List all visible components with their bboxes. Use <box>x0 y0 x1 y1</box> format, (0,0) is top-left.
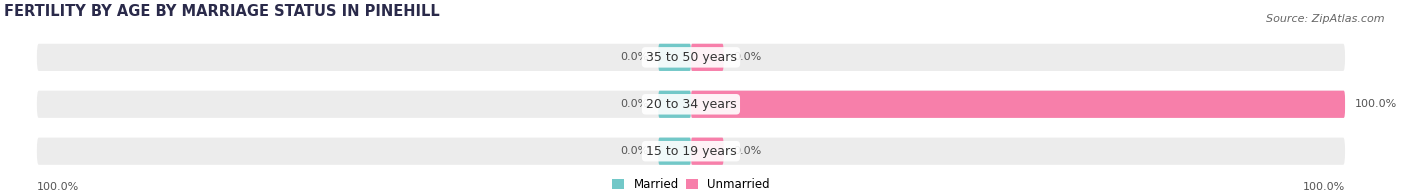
FancyBboxPatch shape <box>690 91 1346 118</box>
FancyBboxPatch shape <box>658 138 690 165</box>
Text: Source: ZipAtlas.com: Source: ZipAtlas.com <box>1267 14 1385 24</box>
FancyBboxPatch shape <box>690 138 724 165</box>
Text: 35 to 50 years: 35 to 50 years <box>645 51 737 64</box>
FancyBboxPatch shape <box>37 44 1346 71</box>
Text: 0.0%: 0.0% <box>620 99 648 109</box>
Text: 20 to 34 years: 20 to 34 years <box>645 98 737 111</box>
FancyBboxPatch shape <box>658 91 690 118</box>
Legend: Married, Unmarried: Married, Unmarried <box>612 178 769 191</box>
FancyBboxPatch shape <box>37 91 1346 118</box>
Text: 100.0%: 100.0% <box>1303 182 1346 192</box>
Text: 100.0%: 100.0% <box>37 182 79 192</box>
FancyBboxPatch shape <box>690 44 724 71</box>
Text: 15 to 19 years: 15 to 19 years <box>645 145 737 158</box>
Text: 0.0%: 0.0% <box>734 146 762 156</box>
FancyBboxPatch shape <box>37 138 1346 165</box>
Text: FERTILITY BY AGE BY MARRIAGE STATUS IN PINEHILL: FERTILITY BY AGE BY MARRIAGE STATUS IN P… <box>4 4 440 19</box>
Text: 0.0%: 0.0% <box>620 146 648 156</box>
Text: 100.0%: 100.0% <box>1355 99 1398 109</box>
FancyBboxPatch shape <box>658 44 690 71</box>
Text: 0.0%: 0.0% <box>620 52 648 62</box>
Text: 0.0%: 0.0% <box>734 52 762 62</box>
